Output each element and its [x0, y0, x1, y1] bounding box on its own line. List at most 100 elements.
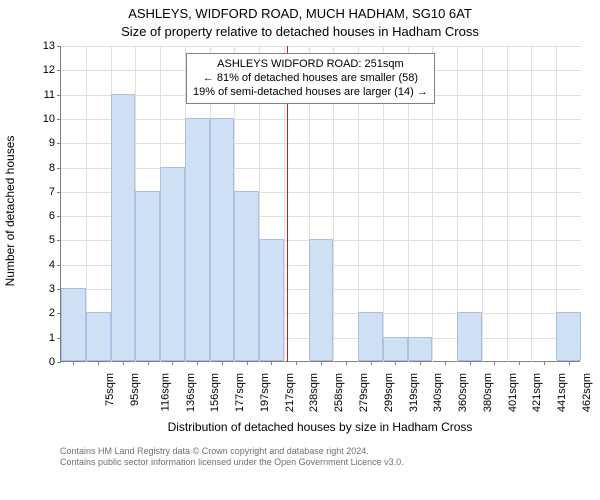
x-tick	[494, 361, 495, 365]
y-tick-label: 2	[49, 307, 55, 319]
x-tick-label: 116sqm	[159, 373, 171, 411]
bar	[86, 312, 111, 361]
x-tick	[172, 361, 173, 365]
y-tick	[57, 265, 61, 266]
gridline-v	[482, 46, 483, 362]
y-tick	[57, 240, 61, 241]
x-tick	[321, 361, 322, 365]
y-tick-label: 4	[49, 259, 55, 271]
x-tick	[420, 361, 421, 365]
bar	[234, 191, 259, 361]
x-tick	[271, 361, 272, 365]
footer-attribution: Contains HM Land Registry data © Crown c…	[60, 446, 404, 469]
x-tick-label: 217sqm	[284, 373, 296, 412]
y-tick-label: 3	[49, 283, 55, 295]
y-tick	[57, 216, 61, 217]
x-tick-label: 441sqm	[556, 373, 568, 412]
y-tick	[57, 46, 61, 47]
y-tick	[57, 70, 61, 71]
gridline-h	[61, 119, 581, 120]
x-tick-label: 136sqm	[185, 373, 197, 412]
y-tick-label: 5	[49, 234, 55, 246]
x-tick-label: 401sqm	[507, 373, 519, 412]
x-tick	[371, 361, 372, 365]
x-tick-label: 319sqm	[408, 373, 420, 412]
y-tick-label: 7	[49, 186, 55, 198]
gridline-h	[61, 168, 581, 169]
footer-line-2: Contains public sector information licen…	[60, 457, 404, 468]
x-tick	[569, 361, 570, 365]
info-box-line: ASHLEYS WIDFORD ROAD: 251sqm	[193, 58, 428, 72]
y-tick-label: 8	[49, 162, 55, 174]
y-tick	[57, 362, 61, 363]
gridline-v	[507, 46, 508, 362]
y-tick-label: 12	[43, 64, 55, 76]
y-tick-label: 13	[43, 40, 55, 52]
x-tick	[222, 361, 223, 365]
y-tick	[57, 143, 61, 144]
x-tick-label: 238sqm	[309, 373, 321, 412]
bar	[135, 191, 160, 361]
info-box-line: 19% of semi-detached houses are larger (…	[193, 86, 428, 100]
y-tick-label: 9	[49, 137, 55, 149]
y-axis-title: Number of detached houses	[3, 53, 17, 369]
bar	[111, 94, 136, 361]
bar	[408, 337, 433, 361]
bar	[210, 118, 235, 361]
x-tick	[395, 361, 396, 365]
y-tick-label: 1	[49, 332, 55, 344]
x-tick	[544, 361, 545, 365]
x-tick-label: 95sqm	[129, 373, 141, 406]
bar	[160, 167, 185, 361]
x-tick	[470, 361, 471, 365]
x-tick-label: 340sqm	[432, 373, 444, 412]
bar	[457, 312, 482, 361]
x-tick	[296, 361, 297, 365]
y-tick-label: 6	[49, 210, 55, 222]
y-tick-label: 0	[49, 356, 55, 368]
x-tick	[519, 361, 520, 365]
footer-line-1: Contains HM Land Registry data © Crown c…	[60, 446, 404, 457]
info-box-line: ← 81% of detached houses are smaller (58…	[193, 72, 428, 86]
y-tick-label: 10	[43, 113, 55, 125]
x-tick-label: 360sqm	[457, 373, 469, 412]
y-tick	[57, 95, 61, 96]
chart-subtitle: Size of property relative to detached ho…	[0, 24, 600, 39]
plot-area: 01234567891011121375sqm95sqm116sqm136sqm…	[60, 46, 580, 362]
bar	[556, 312, 581, 361]
x-tick-label: 177sqm	[234, 373, 246, 412]
bar	[61, 288, 86, 361]
chart-title: ASHLEYS, WIDFORD ROAD, MUCH HADHAM, SG10…	[0, 6, 600, 21]
bar	[358, 312, 383, 361]
y-tick	[57, 192, 61, 193]
y-tick-label: 11	[44, 89, 55, 101]
bar	[185, 118, 210, 361]
x-tick-label: 75sqm	[104, 373, 116, 406]
x-tick	[247, 361, 248, 365]
x-tick-label: 279sqm	[358, 373, 370, 412]
x-tick-label: 197sqm	[259, 373, 271, 412]
info-box: ASHLEYS WIDFORD ROAD: 251sqm← 81% of det…	[186, 53, 435, 104]
x-tick	[98, 361, 99, 365]
x-tick	[197, 361, 198, 365]
x-tick	[445, 361, 446, 365]
x-tick	[73, 361, 74, 365]
x-tick	[123, 361, 124, 365]
x-tick-label: 462sqm	[581, 373, 593, 412]
bar	[259, 239, 284, 361]
gridline-h	[61, 143, 581, 144]
x-tick-label: 258sqm	[333, 373, 345, 412]
x-tick	[346, 361, 347, 365]
gridline-h	[61, 46, 581, 47]
bar	[383, 337, 408, 361]
x-tick-label: 421sqm	[531, 373, 543, 412]
y-tick	[57, 168, 61, 169]
x-tick	[148, 361, 149, 365]
gridline-v	[531, 46, 532, 362]
bar	[309, 239, 334, 361]
y-tick	[57, 119, 61, 120]
x-tick-label: 156sqm	[210, 373, 222, 412]
x-axis-title: Distribution of detached houses by size …	[60, 420, 580, 434]
x-tick-label: 380sqm	[482, 373, 494, 412]
x-tick-label: 299sqm	[383, 373, 395, 412]
